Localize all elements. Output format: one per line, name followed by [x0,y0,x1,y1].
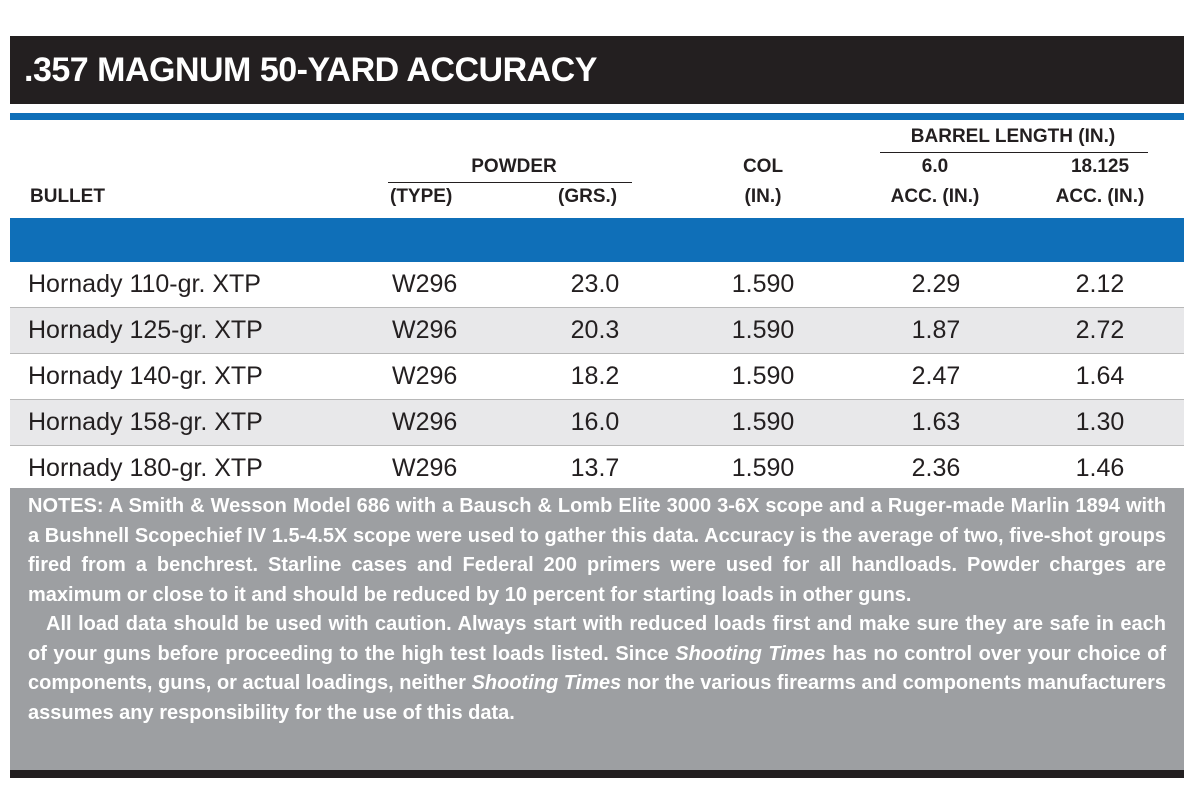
header-bullet: BULLET [30,186,105,207]
cell-powder-grs: 20.3 [570,316,620,344]
accuracy-table: .357 MAGNUM 50-YARD ACCURACY BARREL LENG… [10,36,1184,778]
cell-powder-grs: 23.0 [570,270,620,298]
table-row: Hornady 158-gr. XTP W296 16.0 1.590 1.63… [10,400,1184,446]
cell-acc-18: 2.12 [1075,270,1125,298]
cell-powder-type: W296 [392,408,458,436]
cell-bullet: Hornady 140-gr. XTP [28,362,263,390]
cell-bullet: Hornady 125-gr. XTP [28,316,263,344]
cell-powder-type: W296 [392,316,458,344]
cell-powder-grs: 13.7 [570,454,620,482]
cell-acc-6: 1.87 [911,316,961,344]
header-col: COL [742,156,784,177]
header-powder-type: (TYPE) [390,186,453,207]
cell-col: 1.590 [731,454,795,482]
cell-powder-type: W296 [392,270,458,298]
powder-rule [388,182,632,183]
publication-name: Shooting Times [471,672,622,694]
notes-text: nor the various firearms and components … [28,672,1167,724]
barrel-length-rule [880,152,1148,153]
bottom-rule [10,770,1184,778]
cell-acc-18: 1.46 [1075,454,1125,482]
header-barrel-6: 6.0 [921,156,949,177]
cell-bullet: Hornady 158-gr. XTP [28,408,263,436]
cell-acc-6: 2.36 [911,454,961,482]
cell-powder-type: W296 [392,362,458,390]
header-acc-18: ACC. (IN.) [1055,186,1145,207]
cell-bullet: Hornady 180-gr. XTP [28,454,263,482]
table-header: BARREL LENGTH (IN.) POWDER COL 6.0 18.12… [10,120,1184,218]
publication-name: Shooting Times [675,642,826,665]
notes-paragraph-2: All load data should be used with cautio… [28,610,1166,728]
table-row: Hornady 110-gr. XTP W296 23.0 1.590 2.29… [10,262,1184,308]
cell-acc-18: 2.72 [1075,316,1125,344]
cell-acc-18: 1.64 [1075,362,1125,390]
notes-text: has no control over your choice of compo… [28,642,1167,695]
cell-acc-6: 1.63 [911,408,961,436]
cell-acc-6: 2.47 [911,362,961,390]
table-row: Hornady 180-gr. XTP W296 13.7 1.590 2.36… [10,446,1184,492]
header-col-unit: (IN.) [744,186,782,207]
notes-paragraph-1: NOTES: A Smith & Wesson Model 686 with a… [28,495,1166,606]
table-title: .357 MAGNUM 50-YARD ACCURACY [10,36,1184,104]
cell-col: 1.590 [731,316,795,344]
cell-powder-grs: 18.2 [570,362,620,390]
notes-text: All load data should be used with cautio… [28,613,1166,665]
table-row: Hornady 140-gr. XTP W296 18.2 1.590 2.47… [10,354,1184,400]
header-powder: POWDER [471,156,557,177]
notes-panel: NOTES: A Smith & Wesson Model 686 with a… [10,488,1184,770]
cell-powder-grs: 16.0 [570,408,620,436]
header-barrel-length: BARREL LENGTH (IN.) [910,126,1116,147]
cell-powder-type: W296 [392,454,458,482]
header-barrel-18: 18.125 [1070,156,1130,177]
cell-col: 1.590 [731,270,795,298]
table-body: Hornady 110-gr. XTP W296 23.0 1.590 2.29… [10,262,1184,492]
cell-acc-6: 2.29 [911,270,961,298]
cell-col: 1.590 [731,408,795,436]
section-band [10,218,1184,262]
table-row: Hornady 125-gr. XTP W296 20.3 1.590 1.87… [10,308,1184,354]
header-acc-6: ACC. (IN.) [890,186,980,207]
cell-acc-18: 1.30 [1075,408,1125,436]
title-divider [10,113,1184,120]
cell-col: 1.590 [731,362,795,390]
header-powder-grs: (GRS.) [558,186,618,207]
cell-bullet: Hornady 110-gr. XTP [28,270,261,298]
